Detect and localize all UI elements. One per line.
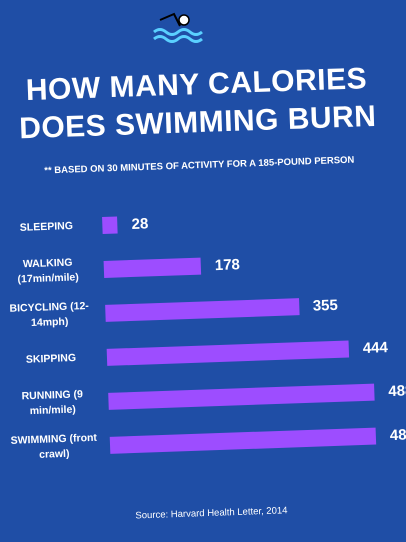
value-label: 488 — [389, 426, 406, 445]
bar — [106, 340, 350, 366]
category-label: SLEEPING — [19, 220, 74, 234]
source: Source: Harvard Health Letter, 2014 — [135, 505, 288, 522]
subtitle: ** BASED ON 30 MINUTES OF ACTIVITY FOR A… — [44, 154, 355, 177]
value-label: 444 — [362, 339, 389, 357]
bar — [103, 257, 202, 278]
value-label: 488 — [388, 382, 406, 401]
bar — [105, 298, 300, 322]
category-label: SWIMMING (front crawl) — [10, 431, 98, 461]
value-label: 355 — [312, 296, 339, 315]
value-label: 28 — [131, 215, 149, 233]
category-label: RUNNING (9 min/mile) — [21, 388, 84, 418]
value-label: 178 — [214, 256, 241, 275]
bar — [108, 383, 375, 410]
swimmer-icon — [153, 12, 203, 43]
category-label: BICYCLING (12-14mph) — [9, 300, 90, 330]
category-label: WALKING (17min/mile) — [17, 256, 79, 286]
category-label: SKIPPING — [25, 351, 77, 366]
bar — [109, 427, 377, 454]
bar — [102, 216, 118, 234]
